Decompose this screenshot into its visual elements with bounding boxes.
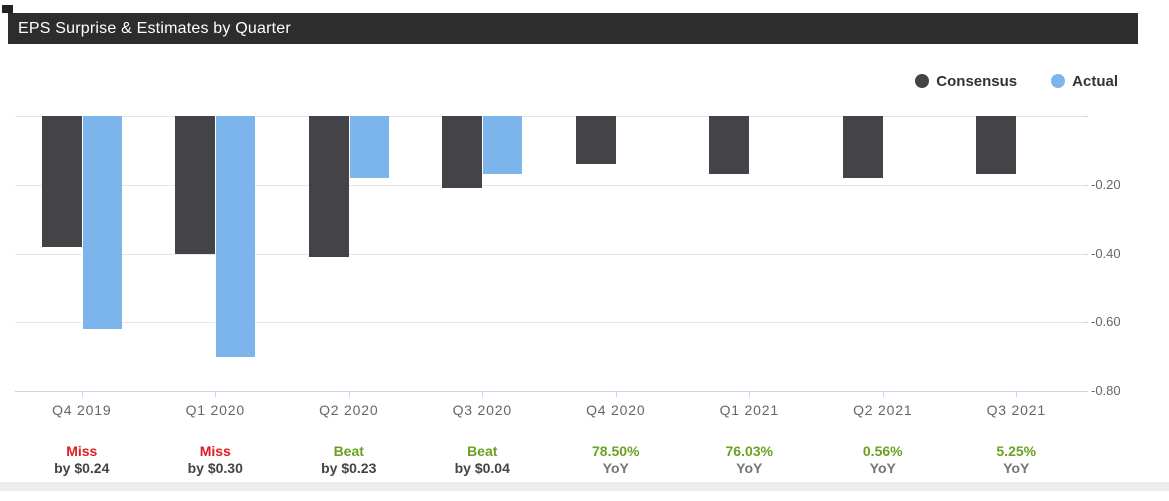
gridline--0.2 [15,184,1083,186]
bar-actual-q4-2019[interactable] [81,116,122,330]
annotation-result-q4-2019: Miss [66,443,98,459]
x-axis-tick [615,391,617,397]
annotation-result-q4-2020: 78.50% [592,443,640,459]
x-axis-tick [482,391,484,397]
annotation-result-q2-2021: 0.56% [862,443,903,459]
chart-title: EPS Surprise & Estimates by Quarter [18,19,291,37]
chart-legend: Consensus Actual [915,70,1118,92]
annotation-detail-q4-2020: YoY [602,460,629,476]
bottom-divider [0,482,1169,491]
bar-consensus-q4-2020[interactable] [575,116,616,165]
x-axis-label-q1-2020: Q1 2020 [185,402,245,418]
x-axis-tick [81,391,83,397]
bar-consensus-q3-2020[interactable] [442,116,483,189]
annotation-result-q1-2021: 76.03% [725,443,773,459]
x-axis-label-q2-2021: Q2 2021 [853,402,913,418]
x-axis-label-q4-2020: Q4 2020 [586,402,646,418]
x-axis-tick [882,391,884,397]
y-axis-tick [1083,391,1088,392]
annotation-detail-q1-2021: YoY [736,460,763,476]
y-axis-label: -0.40 [1091,245,1121,261]
consensus-dot-icon [915,74,930,88]
bar-actual-q1-2020[interactable] [215,116,256,357]
gridline-0 [15,116,1083,117]
legend-item-actual[interactable]: Actual [1051,73,1118,90]
annotation-detail-q1-2020: by $0.30 [187,460,243,476]
x-axis-label-q3-2021: Q3 2021 [986,402,1046,418]
y-axis-tick [1083,184,1088,186]
y-axis-label: -0.60 [1091,314,1121,330]
bar-consensus-q2-2021[interactable] [842,116,883,178]
bar-consensus-q3-2021[interactable] [976,116,1017,175]
annotation-detail-q2-2020: by $0.23 [321,460,377,476]
x-axis-label-q4-2019: Q4 2019 [52,402,112,418]
annotation-detail-q2-2021: YoY [869,460,896,476]
bar-actual-q2-2020[interactable] [348,116,389,178]
x-axis-label-q1-2021: Q1 2021 [719,402,779,418]
annotation-result-q3-2020: Beat [467,443,498,459]
legend-label-actual: Actual [1072,72,1118,90]
bar-consensus-q1-2020[interactable] [175,116,216,254]
annotation-result-q1-2020: Miss [199,443,231,459]
annotation-result-q2-2020: Beat [333,443,364,459]
annotation-detail-q4-2019: by $0.24 [54,460,110,476]
y-axis-tick [1083,253,1088,255]
annotation-detail-q3-2020: by $0.04 [454,460,510,476]
x-axis-label-q3-2020: Q3 2020 [452,402,512,418]
decorative-fragment [2,5,13,13]
x-axis-tick [749,391,751,397]
x-axis-tick [348,391,350,397]
gridline--0.4 [15,253,1083,255]
chart-title-bar: EPS Surprise & Estimates by Quarter [8,13,1138,44]
legend-item-consensus[interactable]: Consensus [915,73,1017,90]
x-axis-tick [215,391,217,397]
y-axis-label: -0.80 [1091,383,1121,398]
y-axis-tick [1083,116,1088,117]
x-axis-tick [1016,391,1018,397]
annotation-result-q3-2021: 5.25% [996,443,1037,459]
actual-dot-icon [1051,74,1066,88]
bar-consensus-q1-2021[interactable] [709,116,750,175]
annotation-detail-q3-2021: YoY [1003,460,1030,476]
x-axis-label-q2-2020: Q2 2020 [319,402,379,418]
y-axis-label: -0.20 [1091,176,1121,192]
gridline--0.6 [15,322,1083,324]
bar-consensus-q2-2020[interactable] [308,116,349,257]
legend-label-consensus: Consensus [936,72,1018,90]
gridline--0.8 [15,391,1083,392]
bar-consensus-q4-2019[interactable] [41,116,82,247]
y-axis-tick [1083,322,1088,324]
bar-actual-q3-2020[interactable] [482,116,523,175]
